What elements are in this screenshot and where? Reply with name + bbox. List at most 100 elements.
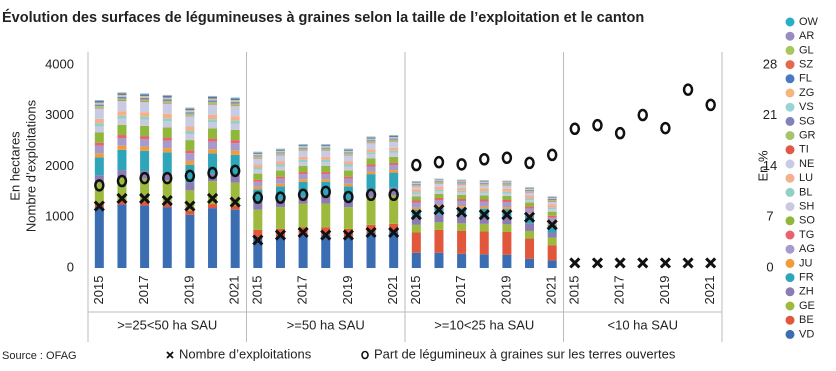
legend-label: BL xyxy=(799,186,812,198)
bar-segment xyxy=(140,95,150,97)
bar-segment xyxy=(230,100,240,102)
bar-segment xyxy=(434,229,444,253)
bar-segment xyxy=(389,170,399,173)
bar-segment xyxy=(298,156,308,160)
bar-segment xyxy=(366,166,376,172)
legend-swatch xyxy=(785,31,795,41)
bar-segment xyxy=(185,115,195,117)
bar-segment xyxy=(275,151,285,153)
bar-segment xyxy=(457,182,467,184)
bar-segment xyxy=(457,183,467,185)
bar-segment xyxy=(208,119,218,123)
bar-segment xyxy=(94,123,104,127)
bar-segment xyxy=(389,137,399,138)
bar-segment xyxy=(140,139,150,147)
bar-segment xyxy=(94,118,104,124)
bar-segment xyxy=(457,184,467,188)
bar-segment xyxy=(94,175,104,183)
bar-segment xyxy=(343,199,353,208)
marker-o xyxy=(320,185,331,199)
bar-segment xyxy=(547,209,557,212)
legend-swatch xyxy=(785,88,795,98)
bar-segment xyxy=(230,140,240,144)
bar-segment xyxy=(140,171,150,179)
bar-segment xyxy=(389,150,399,153)
marker-o xyxy=(637,108,648,122)
legend-swatch xyxy=(785,173,795,183)
bar-segment xyxy=(366,224,376,233)
group-label: <10 ha SAU xyxy=(608,317,678,332)
bar-segment xyxy=(253,152,263,154)
bar-segment xyxy=(343,178,353,184)
legend-label: VS xyxy=(799,101,814,113)
x-tick-label: 2015 xyxy=(91,276,106,305)
bar-segment xyxy=(275,152,285,154)
legend-swatch xyxy=(785,329,795,339)
marker-x xyxy=(478,209,490,221)
bar-segment xyxy=(411,193,421,197)
marker-o xyxy=(592,118,603,132)
bar-segment xyxy=(94,207,104,268)
bar-segment xyxy=(321,181,331,196)
bar-segment xyxy=(253,189,263,203)
marker-o xyxy=(229,164,241,178)
bar-segment xyxy=(457,206,467,209)
bar-segment xyxy=(321,146,331,147)
bar-segment xyxy=(411,183,421,185)
x-tick-label: 2021 xyxy=(227,276,242,305)
bar-segment xyxy=(162,203,172,208)
marker-o xyxy=(275,191,286,204)
bar-segment xyxy=(434,183,444,184)
bar-segment xyxy=(253,154,263,156)
legend-label: TG xyxy=(799,229,814,241)
bar-segment xyxy=(547,237,557,246)
bar-segment xyxy=(117,98,127,101)
bar-segment xyxy=(185,108,195,111)
marker-x xyxy=(705,257,717,269)
legend-label: LU xyxy=(799,172,813,184)
legend-swatch xyxy=(785,159,795,169)
bar-segment xyxy=(253,157,263,159)
bar-segment xyxy=(185,210,195,215)
bar-segment xyxy=(298,159,308,162)
bar-segment xyxy=(162,118,172,122)
bar-segment xyxy=(162,99,172,102)
bar-segment xyxy=(140,201,150,206)
legend-label: FR xyxy=(799,272,814,284)
bar-segment xyxy=(185,116,195,127)
legend-label: SH xyxy=(799,201,814,213)
bar-segment xyxy=(547,215,557,218)
bar-segment xyxy=(94,145,104,154)
bar-segment xyxy=(230,101,240,103)
bar-segment xyxy=(366,232,376,268)
y2-tick-label: 28 xyxy=(763,56,777,71)
bar-segment xyxy=(457,180,467,182)
bar-segment xyxy=(230,106,240,117)
bar-segment xyxy=(389,156,399,163)
bar-segment xyxy=(525,188,535,190)
marker-x xyxy=(139,192,151,205)
bar-segment xyxy=(140,97,150,100)
chart-title: Évolution des surfaces de légumineuses à… xyxy=(2,9,644,26)
bar-segment xyxy=(366,154,376,159)
bar-segment xyxy=(411,196,421,201)
bar-segment xyxy=(117,100,127,102)
bar-segment xyxy=(162,180,172,204)
bar-segment xyxy=(525,202,535,207)
bar-segment xyxy=(411,202,421,208)
bar-segment xyxy=(208,122,218,129)
bar-segment xyxy=(117,124,127,136)
bar-segment xyxy=(343,154,353,156)
legend-swatch xyxy=(785,301,795,311)
bar-segment xyxy=(525,213,535,216)
bar-segment xyxy=(479,195,489,200)
bar-segment xyxy=(502,195,512,200)
bar-segment xyxy=(479,192,489,196)
marker-x xyxy=(274,229,287,241)
marker-x xyxy=(591,257,604,269)
x-tick-label: 2017 xyxy=(295,276,310,305)
bar-segment xyxy=(140,178,150,202)
bar-segment xyxy=(366,174,376,190)
x-tick-label: 2015 xyxy=(566,276,581,305)
bar-segment xyxy=(117,101,127,112)
